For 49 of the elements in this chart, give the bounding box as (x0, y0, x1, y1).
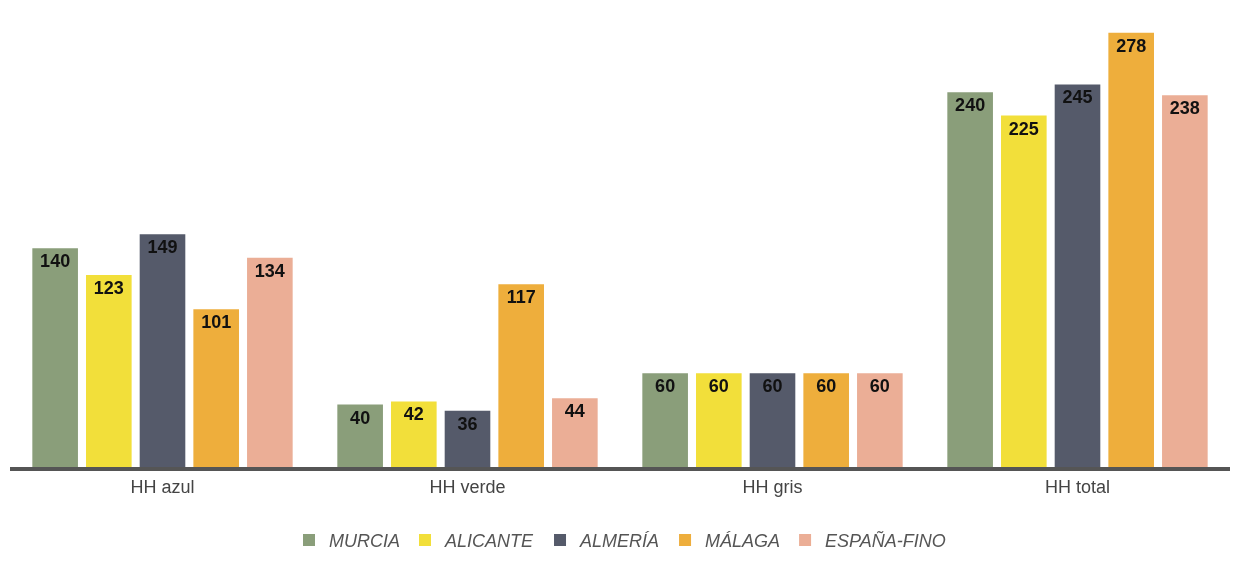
x-tick-label: HH gris (742, 476, 803, 497)
data-label: 60 (869, 376, 890, 397)
data-label: 60 (816, 376, 837, 397)
data-label: 225 (1008, 118, 1039, 139)
data-label: 60 (655, 376, 676, 397)
bar (1054, 84, 1101, 467)
bar (803, 373, 849, 467)
data-label: 245 (1062, 87, 1093, 108)
data-label: 123 (93, 277, 124, 298)
legend-label: ESPAÑA-FINO (825, 530, 946, 552)
data-label: 40 (350, 407, 371, 428)
bar (32, 248, 78, 467)
data-label: 278 (1116, 35, 1147, 56)
legend-label: MÁLAGA (705, 531, 781, 552)
data-label: 60 (708, 376, 729, 397)
bar (1108, 32, 1154, 467)
x-tick-label: HH azul (130, 476, 195, 497)
data-label: 149 (147, 237, 178, 258)
data-label: 140 (40, 251, 71, 272)
data-label: 240 (955, 95, 986, 116)
bar (947, 92, 993, 467)
data-label: 42 (403, 404, 424, 425)
bar (391, 401, 437, 467)
bar (857, 373, 903, 467)
legend-label: ALICANTE (444, 531, 535, 552)
bar (1162, 95, 1208, 467)
bar (247, 257, 293, 467)
bar (749, 373, 796, 467)
bar (337, 404, 383, 467)
bar (498, 284, 544, 467)
x-tick-label: HH total (1044, 476, 1111, 497)
data-label: 117 (506, 287, 536, 308)
bar (444, 410, 491, 467)
data-label: 238 (1169, 98, 1200, 119)
x-tick-label: HH verde (429, 476, 506, 497)
bar (642, 373, 688, 467)
data-label: 36 (457, 413, 478, 434)
bar (552, 398, 598, 467)
bar (1001, 115, 1047, 467)
bar (86, 274, 132, 467)
data-label: 101 (201, 312, 232, 333)
bar (193, 309, 239, 467)
data-label: 134 (254, 260, 285, 281)
legend-label: ALMERÍA (579, 531, 660, 552)
bar (696, 373, 742, 467)
data-label: 60 (762, 376, 783, 397)
data-label: 44 (564, 401, 585, 422)
bar (139, 234, 186, 467)
legend-label: MURCIA (329, 531, 400, 552)
